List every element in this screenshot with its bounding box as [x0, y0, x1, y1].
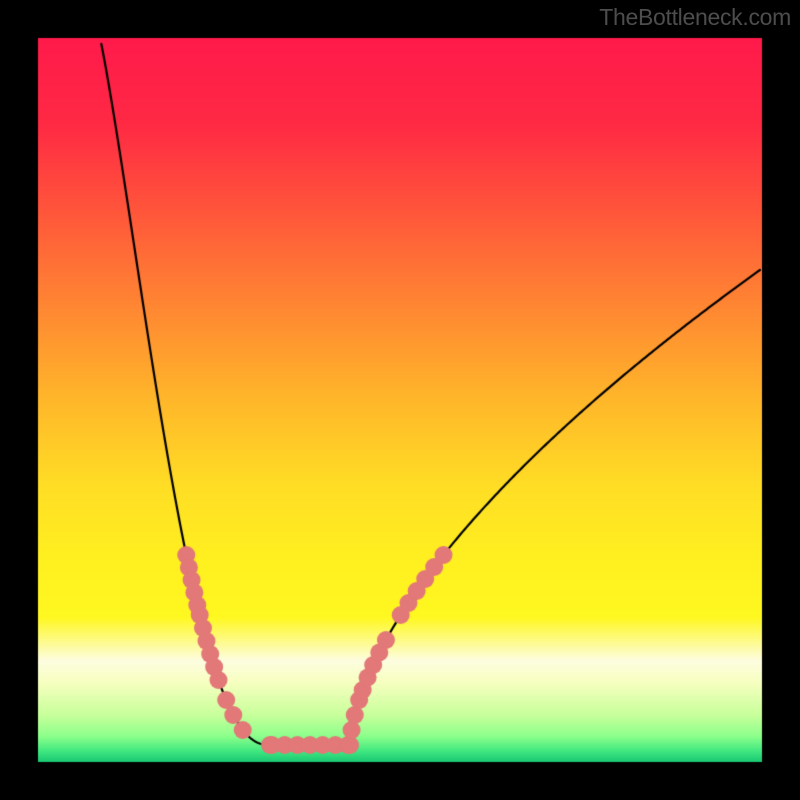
chart-viewport: TheBottleneck.com: [0, 0, 800, 800]
bottleneck-curve-chart: [0, 0, 800, 800]
